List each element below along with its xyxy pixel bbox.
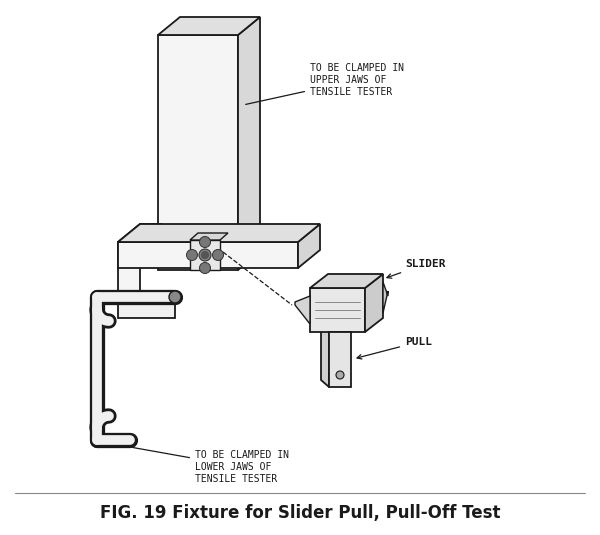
Polygon shape — [118, 242, 298, 268]
Polygon shape — [118, 242, 140, 300]
Circle shape — [199, 236, 211, 248]
Polygon shape — [329, 332, 351, 387]
Circle shape — [199, 249, 211, 261]
Polygon shape — [190, 240, 220, 270]
Polygon shape — [158, 35, 238, 270]
Polygon shape — [118, 224, 162, 242]
Polygon shape — [118, 224, 320, 242]
Polygon shape — [158, 17, 260, 35]
Polygon shape — [383, 282, 388, 313]
Circle shape — [169, 291, 181, 303]
Polygon shape — [310, 288, 365, 332]
Text: TO BE CLAMPED IN
LOWER JAWS OF
TENSILE TESTER: TO BE CLAMPED IN LOWER JAWS OF TENSILE T… — [133, 447, 289, 484]
Circle shape — [202, 251, 209, 258]
Polygon shape — [295, 296, 310, 324]
Polygon shape — [321, 325, 329, 387]
Circle shape — [336, 371, 344, 379]
Polygon shape — [118, 300, 175, 318]
Circle shape — [212, 249, 224, 261]
Text: PULL: PULL — [357, 337, 432, 359]
Polygon shape — [298, 224, 320, 268]
Circle shape — [187, 249, 197, 261]
Polygon shape — [238, 17, 260, 270]
Text: TO BE CLAMPED IN
UPPER JAWS OF
TENSILE TESTER: TO BE CLAMPED IN UPPER JAWS OF TENSILE T… — [246, 64, 404, 104]
Polygon shape — [310, 274, 383, 288]
Text: SLIDER: SLIDER — [387, 259, 446, 278]
Polygon shape — [365, 274, 383, 332]
Circle shape — [199, 263, 211, 273]
Text: FIG. 19 Fixture for Slider Pull, Pull-Off Test: FIG. 19 Fixture for Slider Pull, Pull-Of… — [100, 504, 500, 522]
Polygon shape — [190, 233, 228, 240]
